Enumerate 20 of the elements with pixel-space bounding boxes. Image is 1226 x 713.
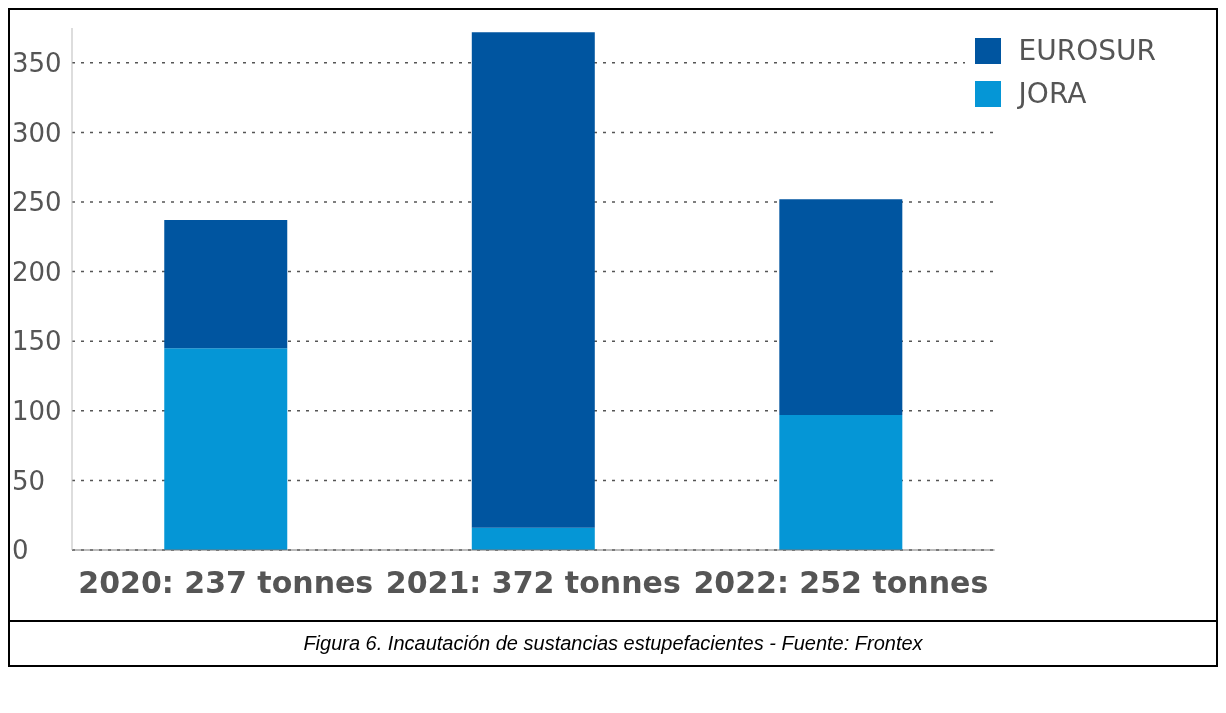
- bar: [471, 527, 595, 550]
- bar: [779, 199, 903, 415]
- bar: [164, 348, 288, 550]
- text: Figura 6. Incautación de sustancias estupefacientes - Fuente: Frontex: [302, 632, 924, 655]
- x-tick-label: 2020: 237 tonnes: [78, 565, 374, 601]
- legend-label: JORA: [1016, 77, 1088, 110]
- y-tick-label: 0: [12, 535, 29, 566]
- x-tick-label: 2022: 252 tonnes: [693, 565, 989, 601]
- bar: [471, 32, 595, 528]
- legend-label: EUROSUR: [1017, 34, 1156, 67]
- y-tick-label: 250: [12, 187, 62, 218]
- y-tick-label: 200: [12, 256, 62, 287]
- y-tick-label: 350: [12, 48, 62, 79]
- bar: [164, 220, 288, 349]
- x-tick-label: 2021: 372 tonnes: [385, 565, 681, 601]
- y-tick-label: 100: [12, 396, 62, 427]
- y-tick-label: 50: [12, 465, 46, 496]
- bar: [779, 414, 903, 550]
- y-tick-label: 300: [12, 117, 62, 148]
- y-tick-label: 150: [12, 326, 62, 357]
